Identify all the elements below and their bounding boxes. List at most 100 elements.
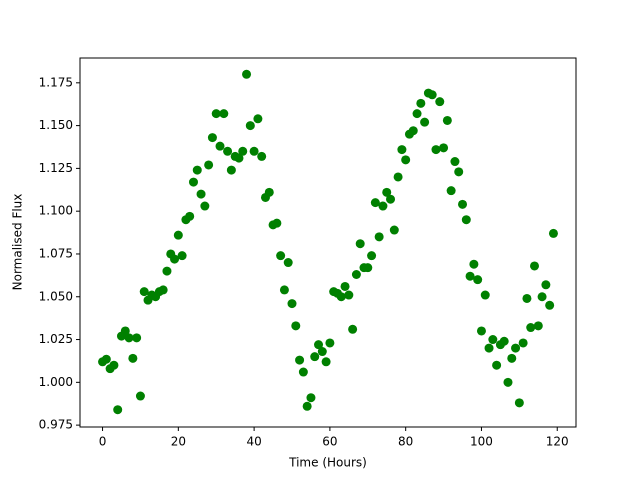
data-point bbox=[439, 143, 449, 153]
data-point bbox=[446, 186, 456, 196]
data-point bbox=[226, 165, 236, 175]
data-point bbox=[249, 146, 259, 156]
data-point bbox=[283, 258, 293, 268]
data-point bbox=[541, 280, 551, 290]
data-point bbox=[355, 239, 365, 249]
y-tick-label: 1.025 bbox=[39, 332, 73, 346]
data-point bbox=[340, 281, 350, 291]
y-tick-label: 1.000 bbox=[39, 375, 73, 389]
data-point bbox=[374, 232, 384, 242]
data-point bbox=[393, 172, 403, 182]
data-point bbox=[158, 285, 168, 295]
data-point bbox=[196, 189, 206, 199]
data-point bbox=[234, 153, 244, 163]
y-tick-label: 1.175 bbox=[39, 75, 73, 89]
data-point bbox=[242, 69, 252, 79]
data-point bbox=[484, 343, 494, 353]
data-point bbox=[370, 198, 380, 208]
data-point bbox=[526, 323, 536, 333]
x-tick-label: 60 bbox=[322, 435, 337, 449]
data-point bbox=[207, 133, 217, 143]
data-point bbox=[257, 151, 267, 161]
y-tick-label: 1.125 bbox=[39, 161, 73, 175]
y-tick-label: 1.150 bbox=[39, 118, 73, 132]
data-point bbox=[530, 261, 540, 271]
data-point bbox=[113, 405, 123, 415]
data-point bbox=[473, 275, 483, 285]
y-tick-label: 1.075 bbox=[39, 246, 73, 260]
data-point bbox=[367, 251, 377, 261]
y-axis-label: Normalised Flux bbox=[11, 194, 25, 291]
data-point bbox=[245, 121, 255, 131]
data-point bbox=[458, 199, 468, 209]
data-point bbox=[192, 165, 202, 175]
data-point bbox=[461, 215, 471, 225]
data-point bbox=[420, 117, 430, 127]
data-point bbox=[223, 146, 233, 156]
data-point bbox=[135, 391, 145, 401]
data-point bbox=[306, 393, 316, 403]
x-tick-label: 40 bbox=[246, 435, 261, 449]
data-point bbox=[211, 109, 221, 119]
data-point bbox=[511, 343, 521, 353]
x-tick-label: 20 bbox=[171, 435, 186, 449]
data-point bbox=[170, 254, 180, 264]
data-point bbox=[488, 335, 498, 345]
data-point bbox=[397, 145, 407, 155]
data-point bbox=[548, 228, 558, 238]
y-tick-label: 1.050 bbox=[39, 289, 73, 303]
data-point bbox=[295, 355, 305, 365]
x-tick-label: 120 bbox=[546, 435, 569, 449]
data-point bbox=[185, 211, 195, 221]
data-point bbox=[435, 97, 445, 107]
data-point bbox=[344, 290, 354, 300]
y-tick-label: 0.975 bbox=[39, 418, 73, 432]
data-point bbox=[545, 300, 555, 310]
data-point bbox=[128, 353, 138, 363]
x-tick-label: 100 bbox=[470, 435, 493, 449]
data-point bbox=[507, 353, 517, 363]
data-point bbox=[363, 263, 373, 273]
data-point bbox=[514, 398, 524, 408]
data-point bbox=[215, 141, 225, 151]
data-point bbox=[401, 155, 411, 165]
data-point bbox=[177, 251, 187, 261]
data-point bbox=[279, 285, 289, 295]
data-point bbox=[253, 114, 263, 124]
data-point bbox=[427, 90, 437, 100]
data-point bbox=[173, 230, 183, 240]
data-point bbox=[431, 145, 441, 155]
data-point bbox=[302, 401, 312, 411]
data-point bbox=[132, 333, 142, 343]
data-point bbox=[298, 367, 308, 377]
data-point bbox=[287, 299, 297, 309]
y-tick-label: 1.100 bbox=[39, 204, 73, 218]
data-point bbox=[454, 167, 464, 177]
data-point bbox=[120, 326, 130, 336]
data-point bbox=[382, 187, 392, 197]
data-point bbox=[389, 225, 399, 235]
data-point bbox=[499, 336, 509, 346]
data-point bbox=[162, 266, 172, 276]
data-point bbox=[109, 360, 119, 370]
data-point bbox=[450, 157, 460, 167]
data-point bbox=[476, 326, 486, 336]
data-point bbox=[325, 338, 335, 348]
data-point bbox=[124, 333, 134, 343]
data-point bbox=[480, 290, 490, 300]
data-point bbox=[492, 360, 502, 370]
data-point bbox=[522, 293, 532, 303]
x-tick-label: 0 bbox=[99, 435, 107, 449]
data-point bbox=[537, 292, 547, 302]
data-point bbox=[276, 251, 286, 261]
data-point bbox=[272, 218, 282, 228]
data-point bbox=[503, 377, 513, 387]
data-point bbox=[386, 194, 396, 204]
data-point bbox=[200, 201, 210, 211]
data-point bbox=[416, 98, 426, 108]
data-point bbox=[351, 270, 361, 280]
data-point bbox=[412, 109, 422, 119]
data-point bbox=[101, 354, 111, 364]
data-point bbox=[264, 187, 274, 197]
